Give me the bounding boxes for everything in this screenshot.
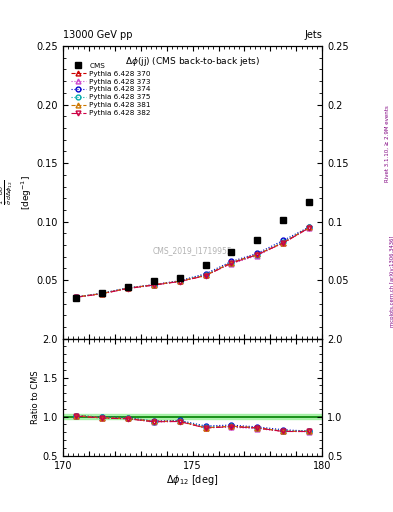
Pythia 6.428 373	[307, 225, 312, 231]
Pythia 6.428 374	[73, 294, 78, 300]
Pythia 6.428 370	[255, 251, 260, 258]
X-axis label: $\Delta\phi_{12}$ [deg]: $\Delta\phi_{12}$ [deg]	[166, 473, 219, 487]
Pythia 6.428 373	[281, 240, 286, 246]
Pythia 6.428 381	[177, 278, 182, 284]
Pythia 6.428 382	[177, 279, 182, 285]
Y-axis label: Ratio to CMS: Ratio to CMS	[31, 370, 40, 424]
CMS	[229, 249, 234, 255]
Pythia 6.428 373	[177, 278, 182, 284]
Pythia 6.428 373	[255, 252, 260, 259]
Line: Pythia 6.428 373: Pythia 6.428 373	[73, 226, 312, 300]
Pythia 6.428 370	[99, 290, 104, 296]
Pythia 6.428 375	[255, 251, 260, 258]
Pythia 6.428 374	[307, 224, 312, 230]
Pythia 6.428 381	[125, 285, 130, 291]
CMS	[255, 237, 260, 243]
Pythia 6.428 370	[203, 272, 208, 279]
Pythia 6.428 373	[73, 294, 78, 300]
Pythia 6.428 375	[281, 239, 286, 245]
CMS	[177, 275, 182, 281]
Pythia 6.428 370	[177, 278, 182, 284]
Pythia 6.428 373	[99, 290, 104, 296]
Pythia 6.428 375	[203, 271, 208, 278]
Pythia 6.428 382	[255, 251, 260, 258]
Pythia 6.428 381	[99, 290, 104, 296]
Line: Pythia 6.428 382: Pythia 6.428 382	[73, 225, 312, 300]
Y-axis label: $\frac{1}{\bar{\sigma}}\frac{d\sigma}{d\Delta\phi_{12}}$
[deg$^{-1}$]: $\frac{1}{\bar{\sigma}}\frac{d\sigma}{d\…	[0, 175, 34, 210]
Pythia 6.428 374	[229, 259, 234, 265]
Pythia 6.428 381	[281, 240, 286, 246]
Pythia 6.428 382	[203, 272, 208, 279]
Pythia 6.428 375	[99, 290, 104, 296]
CMS	[281, 218, 286, 224]
Bar	[63, 414, 322, 419]
Pythia 6.428 374	[177, 278, 182, 284]
Text: Jets: Jets	[305, 30, 322, 40]
Pythia 6.428 375	[151, 282, 156, 288]
Pythia 6.428 373	[229, 261, 234, 267]
Pythia 6.428 382	[99, 291, 104, 297]
Line: Pythia 6.428 375: Pythia 6.428 375	[73, 225, 312, 300]
Pythia 6.428 374	[255, 250, 260, 257]
CMS	[151, 278, 156, 284]
Pythia 6.428 373	[125, 285, 130, 291]
Pythia 6.428 374	[99, 290, 104, 296]
Pythia 6.428 370	[73, 294, 78, 300]
Pythia 6.428 374	[151, 282, 156, 288]
Text: Rivet 3.1.10, ≥ 2.9M events: Rivet 3.1.10, ≥ 2.9M events	[385, 105, 389, 182]
Pythia 6.428 375	[125, 285, 130, 291]
Pythia 6.428 381	[255, 251, 260, 258]
Pythia 6.428 382	[73, 294, 78, 301]
Pythia 6.428 375	[73, 294, 78, 300]
CMS	[73, 294, 78, 301]
Pythia 6.428 382	[307, 225, 312, 231]
Text: $\Delta\phi(\mathrm{jj})$ (CMS back-to-back jets): $\Delta\phi(\mathrm{jj})$ (CMS back-to-b…	[125, 55, 260, 68]
Pythia 6.428 382	[151, 282, 156, 288]
Text: 13000 GeV pp: 13000 GeV pp	[63, 30, 132, 40]
Pythia 6.428 370	[307, 224, 312, 230]
Pythia 6.428 370	[281, 240, 286, 246]
CMS	[99, 290, 104, 296]
Pythia 6.428 382	[125, 286, 130, 292]
Pythia 6.428 373	[203, 272, 208, 278]
CMS	[203, 262, 208, 268]
Pythia 6.428 382	[281, 240, 286, 246]
Pythia 6.428 374	[125, 285, 130, 291]
Pythia 6.428 375	[307, 224, 312, 230]
Text: mcplots.cern.ch [arXiv:1306.3436]: mcplots.cern.ch [arXiv:1306.3436]	[390, 236, 393, 327]
Pythia 6.428 374	[203, 271, 208, 277]
Pythia 6.428 381	[203, 272, 208, 279]
Line: Pythia 6.428 381: Pythia 6.428 381	[73, 225, 312, 300]
Pythia 6.428 370	[151, 282, 156, 288]
Pythia 6.428 373	[151, 282, 156, 288]
Pythia 6.428 381	[73, 294, 78, 300]
Line: Pythia 6.428 374: Pythia 6.428 374	[73, 224, 312, 300]
Pythia 6.428 382	[229, 260, 234, 266]
Line: CMS: CMS	[73, 199, 312, 301]
Pythia 6.428 381	[151, 282, 156, 288]
Pythia 6.428 370	[229, 260, 234, 266]
Pythia 6.428 381	[229, 260, 234, 266]
Legend: CMS, Pythia 6.428 370, Pythia 6.428 373, Pythia 6.428 374, Pythia 6.428 375, Pyt: CMS, Pythia 6.428 370, Pythia 6.428 373,…	[69, 61, 152, 118]
Line: Pythia 6.428 370: Pythia 6.428 370	[73, 225, 312, 300]
CMS	[125, 284, 130, 290]
Pythia 6.428 375	[229, 260, 234, 266]
Pythia 6.428 374	[281, 237, 286, 243]
CMS	[307, 199, 312, 205]
Pythia 6.428 375	[177, 278, 182, 284]
Pythia 6.428 381	[307, 224, 312, 230]
Pythia 6.428 370	[125, 285, 130, 291]
Text: CMS_2019_I1719955: CMS_2019_I1719955	[153, 246, 232, 255]
